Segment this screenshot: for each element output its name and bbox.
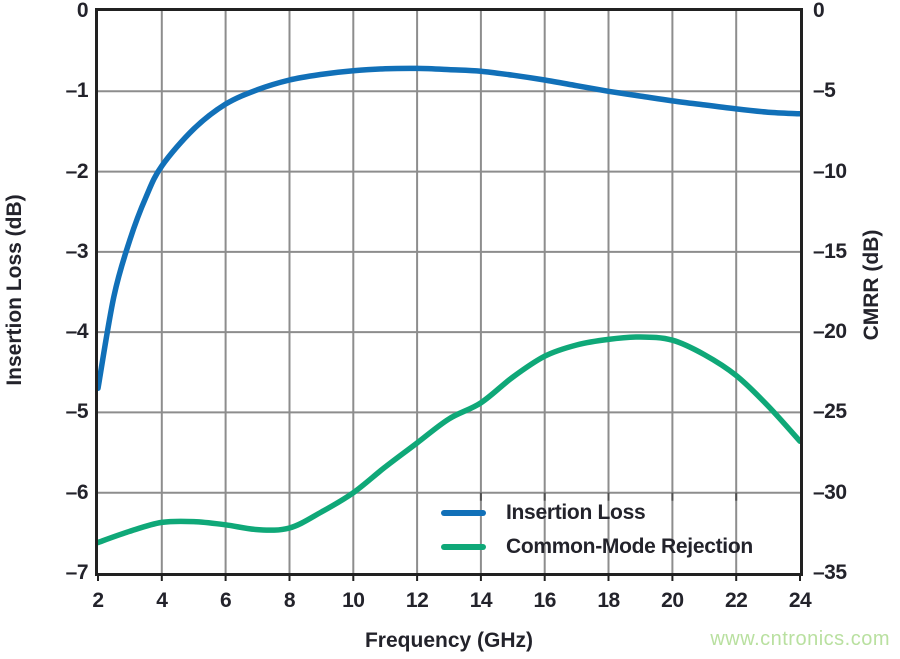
y-right-tick-label: –35	[813, 561, 847, 584]
plot-border	[95, 8, 803, 576]
x-tick-label: 6	[220, 589, 232, 612]
legend-item-common-mode-rejection: Common-Mode Rejection	[441, 534, 753, 560]
y-right-tick-label: 0	[813, 0, 825, 22]
y-left-tick-label: –6	[65, 480, 89, 504]
x-tick-label: 10	[342, 589, 365, 612]
y-axis-title-left: Insertion Loss (dB)	[3, 194, 26, 386]
legend-label-common-mode-rejection: Common-Mode Rejection	[506, 535, 753, 558]
y-right-tick-label: –10	[813, 159, 847, 183]
y-left-tick-label: 0	[76, 0, 89, 22]
x-tick-label: 20	[661, 589, 684, 612]
insertion-loss-line-swatch	[441, 510, 486, 516]
legend: Insertion Loss Common-Mode Rejection	[441, 500, 753, 560]
x-tick-label: 14	[469, 589, 493, 612]
y-right-tick-label: –20	[813, 320, 847, 344]
x-axis-title: Frequency (GHz)	[364, 629, 534, 652]
y-right-tick-label: –30	[813, 480, 847, 504]
y-left-tick-label: –7	[65, 561, 89, 584]
y-right-tick-label: –5	[813, 79, 836, 103]
common-mode-rejection-line-swatch	[441, 544, 486, 550]
y-right-tick-label: –15	[813, 239, 847, 263]
y-left-tick-label: –5	[65, 400, 89, 424]
x-tick-label: 12	[405, 589, 429, 612]
common-mode-rejection-curve	[95, 334, 803, 546]
watermark: www.cntronics.com	[710, 628, 890, 650]
legend-label-insertion-loss: Insertion Loss	[506, 501, 646, 524]
insertion-loss-curve	[95, 65, 803, 392]
x-tick-label: 18	[597, 589, 620, 612]
x-tick-label: 22	[724, 589, 748, 612]
y-left-tick-label: –3	[65, 239, 89, 263]
y-left-tick-label: –4	[65, 320, 89, 344]
y-right-tick-label: –25	[813, 400, 847, 424]
x-tick-label: 8	[283, 589, 296, 612]
x-tick-label: 4	[156, 589, 168, 612]
x-tick-label: 24	[788, 589, 812, 612]
x-tick-label: 2	[92, 589, 104, 612]
y-left-tick-label: –1	[65, 79, 89, 103]
y-left-tick-label: –2	[65, 159, 89, 183]
legend-item-insertion-loss: Insertion Loss	[441, 500, 753, 526]
x-tick-label: 16	[533, 589, 557, 612]
